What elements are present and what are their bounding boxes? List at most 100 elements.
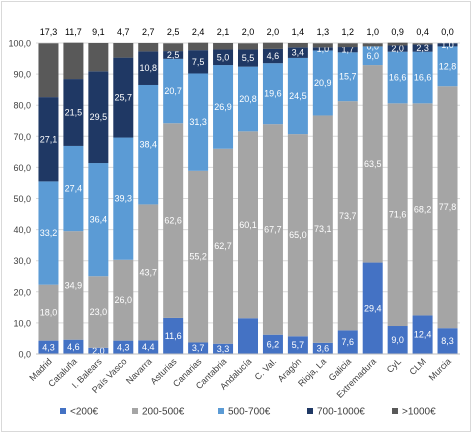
data-label: 23,0 (90, 307, 108, 317)
data-label: 8,3 (441, 336, 454, 346)
data-label: 36,4 (90, 215, 108, 225)
bar-segment (88, 163, 109, 277)
bar-segment (138, 340, 159, 354)
bar-segment (362, 43, 383, 47)
data-label: 2,0 (267, 27, 280, 37)
data-label: 2,0 (391, 44, 404, 54)
legend-label: <200€ (70, 407, 99, 418)
data-label: 1,0 (441, 40, 454, 50)
bar-segment (213, 65, 234, 149)
data-label: 6,0 (366, 51, 379, 61)
bar-segment (163, 123, 184, 318)
bar-segment (38, 340, 59, 354)
bar-segment (262, 63, 283, 125)
data-label: 2,4 (192, 27, 205, 37)
data-label: 12,4 (414, 330, 432, 340)
legend-swatch (60, 408, 66, 414)
bar-segment (213, 43, 234, 50)
data-label: 34,9 (65, 280, 83, 290)
bar-segment (312, 342, 333, 354)
bar-segment (287, 134, 308, 337)
bar-segment (163, 43, 184, 52)
data-label: 2,0 (92, 346, 105, 356)
bar-segment (138, 204, 159, 341)
data-label: 3,4 (292, 48, 305, 58)
data-label: 55,2 (189, 252, 207, 262)
data-label: 4,7 (117, 27, 130, 37)
data-label: 68,2 (414, 204, 432, 214)
data-label: 60,1 (239, 220, 257, 230)
y-tick-label: 40,0 (13, 225, 31, 235)
bar-segment (88, 71, 109, 164)
data-label: 20,8 (239, 94, 257, 104)
x-category-label: Murcia (427, 356, 453, 382)
bar-segment (213, 49, 234, 66)
data-label: 3,6 (317, 343, 330, 353)
data-label: 11,6 (165, 331, 182, 341)
legend-label: 500-700€ (228, 407, 271, 418)
legend-swatch (307, 408, 313, 414)
data-label: 10,8 (139, 63, 157, 73)
y-tick-label: 90,0 (13, 70, 31, 80)
data-label: 2,0 (242, 27, 255, 37)
bar-segment (113, 259, 134, 341)
data-label: 3,3 (217, 344, 230, 354)
data-label: 26,0 (115, 295, 133, 305)
bar-segment (38, 43, 59, 98)
bar-segment (412, 103, 433, 316)
legend-swatch (392, 408, 398, 414)
data-label: 9,1 (92, 27, 105, 37)
bar-segment (362, 46, 383, 66)
data-label: 65,0 (289, 230, 307, 240)
bar-segment (337, 47, 358, 53)
bar-segment (188, 50, 209, 74)
legend-label: 200-500€ (142, 407, 185, 418)
data-label: 73,1 (314, 224, 332, 234)
bar-segment (262, 124, 283, 335)
data-label: 4,3 (117, 342, 130, 352)
data-label: 1,3 (317, 27, 330, 37)
bar-segment (138, 43, 159, 52)
data-label: 20,9 (314, 78, 332, 88)
data-label: 77,8 (439, 202, 457, 212)
data-label: 5,7 (292, 340, 305, 350)
legend-swatch (132, 408, 138, 414)
y-tick-label: 30,0 (13, 256, 31, 266)
bar-segment (362, 65, 383, 263)
bar-segment (88, 347, 109, 354)
bar-segment (63, 145, 84, 232)
bar-segment (88, 43, 109, 72)
data-label: 0,9 (391, 27, 404, 37)
bar-segment (287, 57, 308, 135)
y-tick-label: 100,0 (8, 39, 31, 49)
bar-segment (88, 276, 109, 348)
bar-segment (387, 42, 408, 46)
data-label: 16,6 (414, 73, 432, 83)
bar-segment (337, 330, 358, 354)
bar-segment (38, 97, 59, 182)
bar-segment (412, 315, 433, 354)
data-label: 25,7 (115, 93, 133, 103)
data-label: 2,7 (142, 27, 155, 37)
data-label: 4,4 (142, 342, 155, 352)
bar-segment (412, 51, 433, 104)
bar-segment (38, 284, 59, 341)
bar-segment (362, 262, 383, 354)
data-label: 38,4 (139, 140, 157, 150)
data-label: 1,4 (292, 27, 305, 37)
data-label: 0,4 (416, 27, 429, 37)
bar-segment (163, 317, 184, 354)
legend-swatch (218, 408, 224, 414)
bar-segment (113, 57, 134, 138)
legend-label: >1000€ (402, 407, 436, 418)
data-label: 9,0 (391, 335, 404, 345)
bar-segment (312, 47, 333, 51)
x-category-label: CLM (407, 356, 428, 377)
data-label: 17,3 (40, 27, 58, 37)
data-label: 20,7 (164, 86, 182, 96)
data-label: 26,9 (214, 102, 232, 112)
bar-segment (138, 51, 159, 85)
bar-segment (412, 44, 433, 52)
bar-segment (437, 328, 458, 354)
